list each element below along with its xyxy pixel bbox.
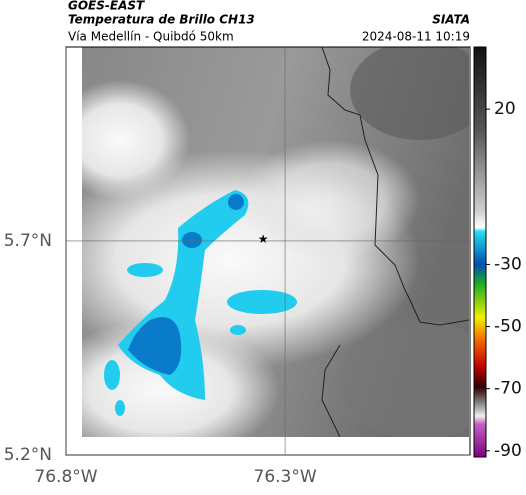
y-tick-label: 5.2°N [4,445,52,465]
title: Temperatura de Brillo CH13 [68,13,255,27]
colorbar [473,46,487,458]
datetime: 2024-08-11 10:19 [362,30,470,44]
colorbar-tick-label: -70 [494,379,522,399]
x-tick-label: 76.8°W [34,467,97,487]
subtitle: Vía Medellín - Quibdó 50km [68,30,234,44]
colorbar-tick-label: -90 [494,441,522,461]
y-tick-label: 5.7°N [4,231,52,251]
colorbar-tick-label: -50 [494,317,522,337]
x-tick-label: 76.3°W [254,467,317,487]
brand: SIATA [432,13,470,27]
colorbar-tick-label: 20 [494,99,516,119]
product: GOES-EAST [68,0,145,13]
imagery [82,47,469,437]
location-marker: ★ [258,232,269,246]
colorbar-tick-label: -30 [494,254,522,274]
